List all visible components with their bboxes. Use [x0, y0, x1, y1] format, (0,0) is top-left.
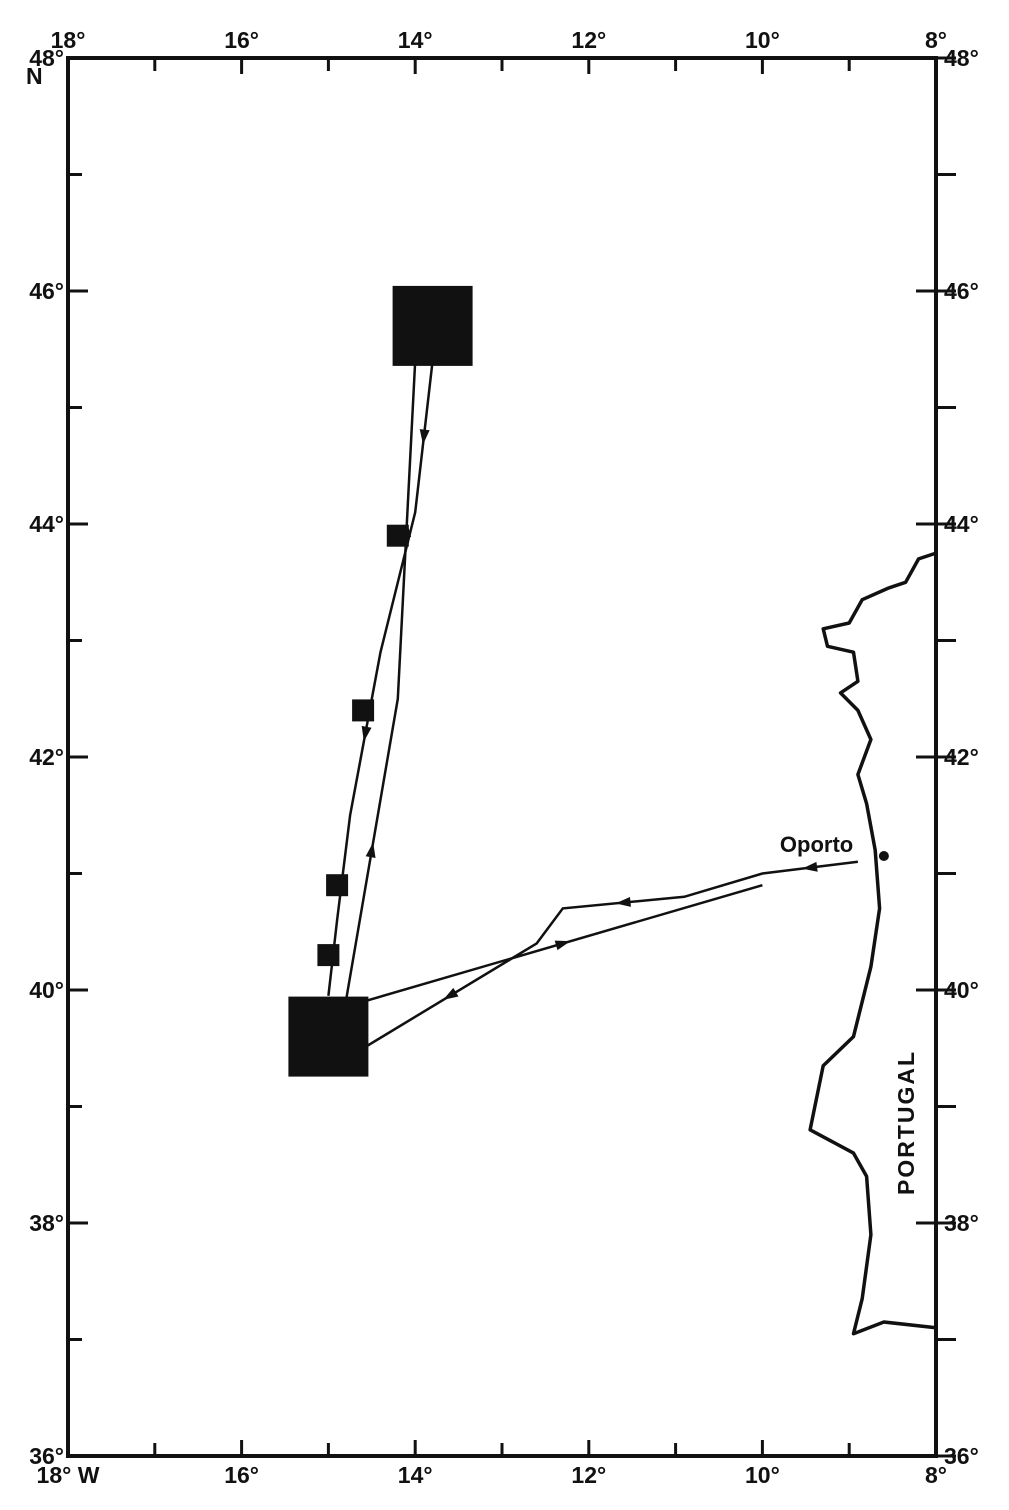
- country-label: PORTUGAL: [893, 1050, 919, 1195]
- track-arrow: [554, 940, 571, 951]
- lon-label-top: 16°: [224, 27, 259, 53]
- lon-label-bottom: 10°: [745, 1462, 780, 1488]
- track-arrow: [615, 896, 631, 907]
- station-small: [352, 699, 375, 722]
- lon-label-top: 10°: [745, 27, 780, 53]
- lat-label-right: 42°: [944, 744, 979, 770]
- oporto-label: Oporto: [780, 832, 853, 857]
- coastline: [808, 551, 938, 1336]
- track-arrow: [361, 725, 372, 742]
- lat-label-right: 40°: [944, 977, 979, 1003]
- lon-label-bottom: 8°: [925, 1462, 947, 1488]
- lat-label-left: 36°: [29, 1443, 64, 1469]
- lat-label-left: 44°: [29, 511, 64, 537]
- station-small: [386, 524, 409, 547]
- track-arrow: [419, 429, 430, 445]
- oporto-marker: [878, 851, 889, 861]
- ship-tracks: [327, 360, 859, 1050]
- lat-label-left: 38°: [29, 1210, 64, 1236]
- lon-label-top: 12°: [571, 27, 606, 53]
- map-frame: [66, 56, 938, 1458]
- track-line: [327, 360, 434, 996]
- track-arrow: [443, 987, 459, 1000]
- tick-labels: 18°18° W16°16°14°14°12°12°10°10°8°8°48° 4…: [29, 27, 979, 1488]
- lat-label-left: 48°: [29, 45, 64, 71]
- lon-label-bottom: 16°: [224, 1462, 259, 1488]
- lon-label-bottom: 18° W: [37, 1462, 100, 1488]
- lat-label-left: 46°: [29, 278, 64, 304]
- station-large: [288, 996, 369, 1077]
- lat-label-left: 42°: [29, 744, 64, 770]
- lon-label-bottom: 14°: [398, 1462, 433, 1488]
- lat-label-right: 38°: [944, 1210, 979, 1236]
- station-large: [392, 285, 473, 366]
- station-small: [317, 944, 340, 967]
- lat-label-right: 46°: [944, 278, 979, 304]
- lat-label-right: 48°: [944, 45, 979, 71]
- track-line: [362, 860, 859, 1050]
- lat-label-right: 36°: [944, 1443, 979, 1469]
- stations: [288, 285, 473, 1077]
- track-arrow: [365, 842, 376, 858]
- north-label: N: [26, 63, 43, 89]
- station-small: [326, 874, 349, 897]
- tick-marks: [66, 56, 956, 1458]
- track-line: [344, 360, 417, 1002]
- lon-label-bottom: 12°: [571, 1462, 606, 1488]
- lat-label-right: 44°: [944, 511, 979, 537]
- track-arrow: [802, 861, 818, 872]
- lon-label-top: 18°: [51, 27, 86, 53]
- lon-label-top: 8°: [925, 27, 947, 53]
- lon-label-top: 14°: [398, 27, 433, 53]
- lat-label-left: 40°: [29, 977, 64, 1003]
